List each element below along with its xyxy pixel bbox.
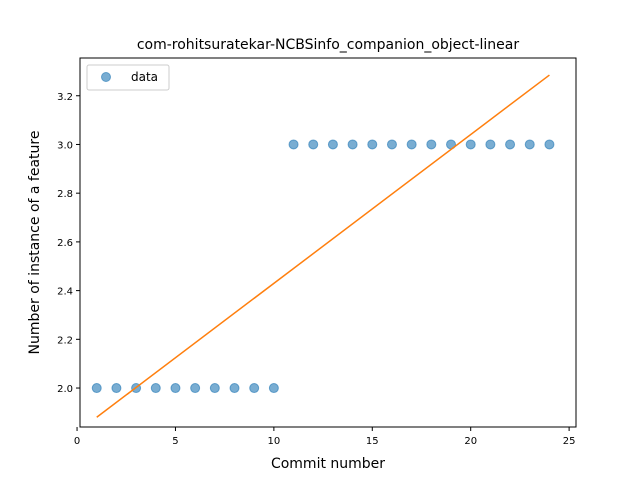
plot-area bbox=[91, 74, 555, 418]
data-point bbox=[209, 383, 220, 394]
data-point bbox=[229, 383, 240, 394]
y-axis-label: Number of instance of a feature bbox=[27, 131, 43, 355]
data-point bbox=[170, 383, 181, 394]
x-axis: 0 5 10 15 20 25 bbox=[74, 427, 576, 447]
data-point bbox=[347, 139, 358, 150]
x-tick-label: 0 bbox=[74, 436, 80, 447]
data-point bbox=[505, 139, 516, 150]
fit-line bbox=[96, 74, 550, 418]
y-tick-label: 3.0 bbox=[57, 140, 73, 151]
y-tick-label: 2.4 bbox=[57, 287, 73, 298]
x-tick-label: 15 bbox=[366, 436, 379, 447]
data-point bbox=[308, 139, 319, 150]
y-tick-label: 2.2 bbox=[57, 335, 73, 346]
data-point bbox=[91, 383, 102, 394]
y-tick-label: 3.2 bbox=[57, 92, 73, 103]
data-point bbox=[524, 139, 535, 150]
data-point bbox=[327, 139, 338, 150]
x-tick-label: 25 bbox=[563, 436, 576, 447]
x-tick-label: 20 bbox=[464, 436, 477, 447]
data-point bbox=[288, 139, 299, 150]
data-point bbox=[426, 139, 437, 150]
y-axis: 2.0 2.2 2.4 2.6 2.8 3.0 3.2 bbox=[57, 92, 80, 395]
data-point bbox=[386, 139, 397, 150]
y-tick-label: 2.0 bbox=[57, 384, 73, 395]
axes-frame bbox=[79, 57, 577, 428]
data-point bbox=[268, 383, 279, 394]
x-axis-label: Commit number bbox=[271, 456, 385, 472]
legend-label: data bbox=[131, 70, 158, 84]
y-tick-label: 2.8 bbox=[57, 189, 73, 200]
data-point bbox=[406, 139, 417, 150]
data-point bbox=[544, 139, 555, 150]
data-point bbox=[485, 139, 496, 150]
y-tick-label: 2.6 bbox=[57, 238, 73, 249]
data-point bbox=[367, 139, 378, 150]
data-point bbox=[190, 383, 201, 394]
data-point bbox=[111, 383, 122, 394]
x-tick-label: 5 bbox=[172, 436, 178, 447]
data-point bbox=[249, 383, 260, 394]
legend-box bbox=[86, 64, 170, 91]
data-point bbox=[465, 139, 476, 150]
x-tick-label: 10 bbox=[268, 436, 281, 447]
legend: data bbox=[86, 64, 170, 91]
chart-title: com-rohitsuratekar-NCBSinfo_companion_ob… bbox=[137, 37, 520, 53]
data-point bbox=[150, 383, 161, 394]
legend-marker-icon bbox=[101, 72, 111, 82]
